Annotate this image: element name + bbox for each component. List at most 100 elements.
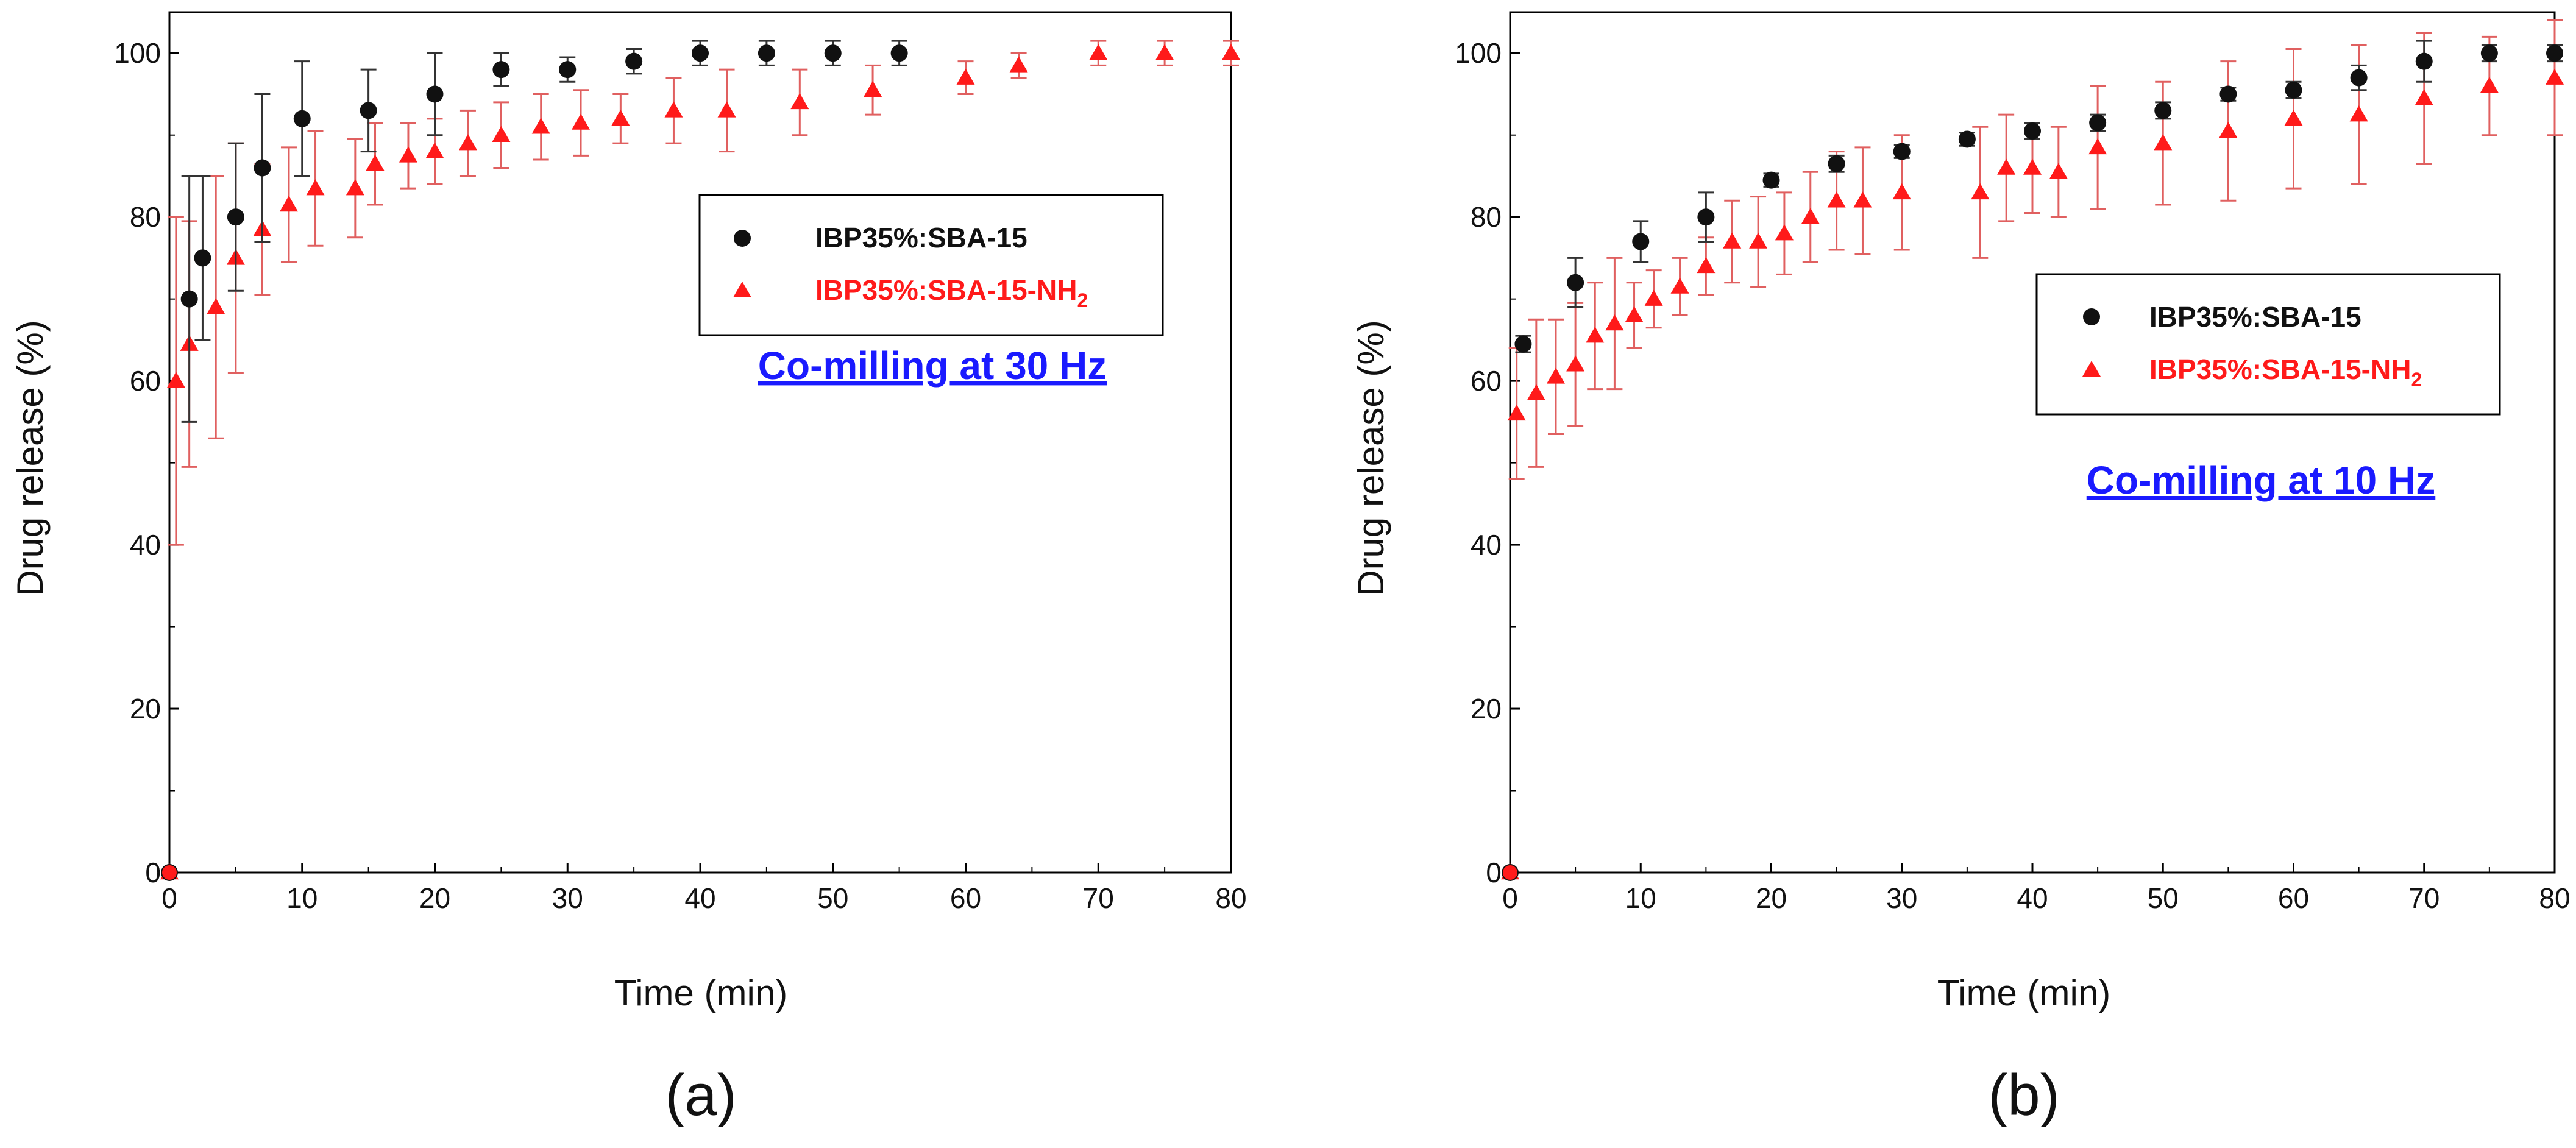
panel-b-x-tick-label: 0: [1502, 882, 1518, 914]
panel-b-sba15-nh2-point: [1801, 208, 1820, 224]
panel-a-sba15-nh2-point: [790, 93, 809, 110]
panel-b-sba15-point: [2089, 114, 2107, 132]
panel-b-sba15-nh2-point: [1546, 367, 1565, 384]
panel-a-sba15-nh2-point: [717, 101, 736, 118]
panel-a-sba15-nh2-point: [572, 113, 591, 130]
panel-b-label: (b): [1988, 1063, 2059, 1128]
panel-b-sba15-nh2-point: [2219, 121, 2238, 138]
panel-a-origin-point: [162, 865, 177, 880]
panel-b-sba15-point: [2024, 122, 2041, 140]
panel-b-y-tick-label: 40: [1471, 529, 1502, 561]
panel-b-sba15-nh2-point: [2480, 77, 2499, 93]
panel-b-legend-label-sba15: IBP35%:SBA-15: [2149, 301, 2361, 333]
panel-a-sba15-point: [254, 159, 271, 177]
panel-b-sba15-point: [1828, 155, 1845, 172]
panel-b-sba15-point: [2480, 44, 2498, 62]
panel-b-sba15-nh2-point: [2284, 109, 2303, 126]
panel-b-sba15-point: [2154, 102, 2172, 119]
panel-a-sba15-nh2-point: [279, 196, 298, 212]
panel-a-legend-label-sba15-nh2: IBP35%:SBA-15-NH2: [815, 274, 1088, 311]
panel-a-y-tick-label: 100: [114, 37, 161, 69]
panel-b-legend-marker-sba15-nh2: [2082, 361, 2101, 377]
panel-b-sba15-nh2-point: [1749, 232, 1768, 249]
panel-b-legend-box: [2035, 273, 2501, 416]
panel-b-sba15-nh2-point: [1775, 224, 1794, 241]
panel-a-sba15-nh2-point: [1089, 44, 1108, 60]
panel-b-legend-label-main: IBP35%:SBA-15-NH: [2149, 353, 2411, 385]
panel-a-y-tick-label: 0: [145, 857, 161, 888]
panel-a-y-tick-label: 40: [130, 529, 161, 561]
panel-a-sba15-nh2-point: [366, 154, 385, 171]
panel-a-sba15-nh2-point: [458, 134, 477, 151]
panel-b-sba15-point: [1697, 208, 1715, 226]
panel-b-x-tick-label: 30: [1886, 882, 1917, 914]
panel-b-sba15-nh2-point: [1853, 191, 1872, 208]
panel-b-sba15-nh2-point: [1605, 314, 1624, 331]
panel-a-label: (a): [665, 1063, 736, 1128]
panel-a-y-tick-label: 20: [130, 693, 161, 725]
panel-b-sba15-nh2-point: [1586, 327, 1605, 343]
panel-a-x-tick-label: 80: [1215, 882, 1246, 914]
panel-a-x-tick-label: 20: [419, 882, 450, 914]
panel-a-sba15-point: [559, 61, 577, 79]
panel-b-y-axis-title: Drug release (%): [1350, 320, 1391, 597]
panel-b-sba15-nh2-point: [1997, 158, 2016, 175]
panel-b-y-tick-label: 20: [1471, 693, 1502, 725]
panel-a-sba15-point: [360, 102, 377, 119]
panel-b-sba15-point: [1762, 171, 1780, 189]
panel-b-sba15-point: [1514, 335, 1532, 353]
panel-a-sba15-nh2-point: [399, 146, 417, 163]
panel-b-x-tick-label: 20: [1756, 882, 1787, 914]
panel-b-x-tick-label: 60: [2278, 882, 2309, 914]
panel-a-y-tick-label: 60: [130, 365, 161, 397]
panel-a-sba15-point: [625, 52, 643, 70]
panel-b-sba15-point: [1958, 130, 1976, 148]
panel-b-annotation: Co-milling at 10 Hz: [2087, 458, 2436, 502]
panel-b-origin-point: [1503, 865, 1517, 880]
panel-a-x-tick-label: 40: [684, 882, 715, 914]
panel-a-sba15-point: [426, 85, 444, 103]
panel-a-x-tick-label: 0: [161, 882, 177, 914]
panel-a-sba15-point: [293, 110, 311, 127]
panel-a-legend-label-sba15: IBP35%:SBA-15: [815, 222, 1027, 253]
panel-b-x-tick-label: 10: [1625, 882, 1656, 914]
panel-b-y-tick-label: 80: [1471, 201, 1502, 233]
panel-b-sba15-nh2-point: [1971, 183, 1990, 200]
panel-a-sba15-nh2-point: [1155, 44, 1174, 60]
panel-b-x-tick-label: 50: [2148, 882, 2179, 914]
panel-a-legend-label-main: IBP35%:SBA-15-NH: [815, 274, 1077, 306]
panel-a-sba15-nh2-point: [166, 372, 185, 388]
panel-b-sba15-nh2-point: [2088, 138, 2107, 155]
panel-b-y-tick-label: 100: [1455, 37, 1502, 69]
panel-a-x-tick-label: 50: [817, 882, 848, 914]
panel-b-x-axis-title: Time (min): [1937, 973, 2110, 1013]
panel-a-x-axis-title: Time (min): [614, 973, 787, 1013]
panel-a-sba15-point: [758, 44, 775, 62]
panel-a-sba15-nh2-point: [346, 179, 364, 196]
panel-b-sba15-nh2-point: [2349, 105, 2368, 122]
panel-b-sba15-nh2-point: [1892, 183, 1911, 200]
panel-b-sba15-point: [2546, 44, 2563, 62]
panel-a-legend-label-subscript: 2: [1077, 289, 1088, 311]
panel-b-sba15-nh2-point: [1566, 355, 1585, 372]
panel-a-sba15-nh2-point: [531, 118, 550, 134]
panel-b-sba15-point: [1567, 274, 1584, 291]
panel-b-sba15-nh2-point: [2049, 163, 2068, 179]
panel-a-legend-box: [698, 194, 1164, 336]
panel-b-x-tick-label: 80: [2539, 882, 2570, 914]
panel-a-y-tick-label: 80: [130, 201, 161, 233]
panel-b-sba15-nh2-point: [2154, 134, 2173, 151]
panel-a-sba15-point: [890, 44, 908, 62]
panel-b-x-tick-label: 40: [2017, 882, 2048, 914]
panel-a-x-tick-label: 30: [552, 882, 583, 914]
panel-b-sba15-nh2-point: [2023, 158, 2042, 175]
panel-b-sba15-nh2-point: [1507, 404, 1526, 421]
panel-a-sba15-nh2-point: [1009, 56, 1028, 73]
panel-b-y-tick-label: 0: [1486, 857, 1502, 888]
panel-a-legend: IBP35%:SBA-15 IBP35%:SBA-15-NH2: [698, 194, 1164, 336]
panel-a-legend-marker-sba15: [734, 230, 751, 247]
panel-b-sba15-point: [2415, 52, 2433, 70]
panel-b-sba15-nh2-point: [1527, 384, 1545, 400]
